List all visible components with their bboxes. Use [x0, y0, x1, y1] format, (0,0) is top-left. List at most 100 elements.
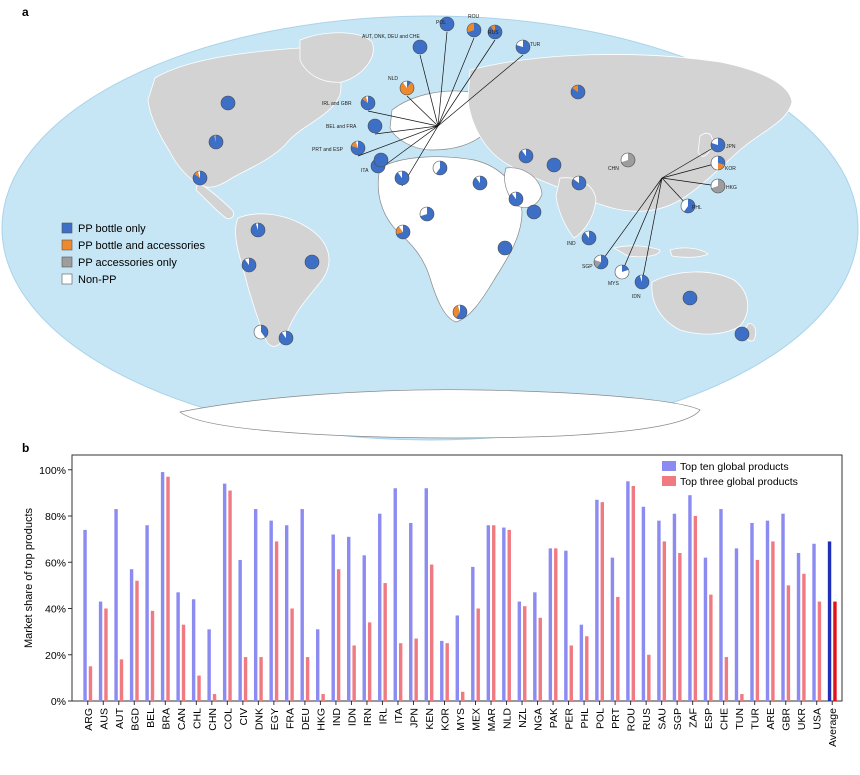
pie-bra — [304, 254, 320, 270]
pie-slice — [397, 171, 402, 178]
pie-outline — [487, 24, 503, 40]
legend-swatch-pp-bottle — [61, 222, 73, 234]
callout-arrow — [437, 37, 475, 127]
callout-arrow — [419, 54, 439, 127]
pie-slice — [209, 135, 224, 150]
x-tick-label-per: PER — [564, 708, 576, 730]
pie-slice — [521, 149, 526, 156]
bar-top-ten-usa — [812, 543, 816, 701]
x-tick-label-irl: IRL — [377, 708, 389, 725]
callout-label: KOR — [725, 166, 736, 172]
x-tick-label-col: COL — [222, 708, 234, 730]
bar-top-three-kor — [445, 643, 449, 701]
bar-top-ten-bgd — [129, 569, 134, 701]
x-tick-label-tur: TUR — [750, 708, 762, 730]
bar-top-ten-irl — [378, 513, 382, 701]
pie-outline — [508, 191, 524, 207]
callout-label: IRL and GBR — [322, 101, 352, 107]
x-tick-label-pol: POL — [595, 708, 607, 729]
pie-outline — [710, 137, 726, 153]
legend-swatch-pp-accessories — [61, 256, 73, 268]
bar-top-ten-average — [827, 541, 832, 701]
pie-slice — [511, 192, 516, 199]
bar-top-ten-esp — [703, 557, 708, 701]
pie-irn — [518, 148, 534, 164]
bar-top-ten-civ — [238, 559, 242, 701]
callout-label: TUR — [530, 42, 541, 48]
pie-slice — [711, 179, 725, 194]
bar-top-ten-dnk — [253, 509, 258, 701]
pie-slice — [596, 255, 608, 270]
bar-top-three-ken — [429, 564, 434, 701]
pie-slice — [193, 171, 207, 185]
pie-outline — [253, 324, 269, 340]
pie-outline — [208, 134, 224, 150]
pie-outline — [439, 16, 455, 32]
x-tick-label-rou: ROU — [626, 708, 638, 731]
callout-label: PRT and ESP — [312, 147, 344, 153]
legend-swatch-non-pp — [61, 273, 73, 285]
pie-outline — [241, 257, 257, 273]
x-tick-label-chl: CHL — [191, 708, 203, 729]
callout-arrow — [600, 177, 663, 263]
bar-top-ten-idn — [347, 536, 351, 701]
x-tick-label-prt: PRT — [610, 707, 622, 728]
pie-slice — [374, 153, 388, 167]
pie-mys — [614, 264, 630, 280]
x-tick-label-arg: ARG — [83, 708, 95, 731]
pie-slice — [395, 226, 403, 235]
bar-top-ten-rou — [626, 481, 630, 701]
x-tick-label-jpn: JPN — [408, 708, 420, 728]
bar-top-three-tun — [740, 694, 744, 701]
pie-slice — [473, 176, 488, 191]
pie-aut-dnk-deu-and-che — [412, 39, 428, 55]
pie-slice — [351, 141, 358, 148]
pie-outline — [571, 175, 587, 191]
callout-label: PHL — [692, 205, 702, 211]
pie-slice — [402, 81, 407, 88]
callout-arrow — [621, 177, 663, 273]
pie-tun — [432, 160, 448, 176]
map-legend: PP bottle only PP bottle and accessories… — [61, 222, 205, 286]
y-axis: 0% 20% 40% 60% 80% 100% — [39, 465, 72, 708]
pie-slice — [440, 17, 454, 31]
pie-outline — [734, 326, 750, 342]
pie-slice — [490, 25, 495, 32]
pie-slice — [584, 231, 589, 238]
bar-top-three-sau — [662, 541, 667, 701]
legend-label-pp-bottle-accessories: PP bottle and accessories — [78, 240, 205, 252]
bar-top-ten-ken — [424, 488, 428, 701]
bar-top-three-idn — [352, 645, 356, 701]
pie-slice — [420, 207, 434, 221]
callout-label: POL — [436, 20, 446, 26]
callout-arrow — [374, 125, 439, 135]
pie-slice — [398, 225, 403, 232]
x-tick-label-pak: PAK — [548, 708, 560, 728]
pie-civ — [395, 224, 411, 240]
pie-slice — [718, 156, 725, 166]
pie-slice — [435, 161, 448, 176]
pie-nzl — [734, 326, 750, 342]
bar-top-ten-tun — [734, 548, 739, 701]
bar-chart: 0% 20% 40% 60% 80% 100% ARG AUS AUT BGD BEL BRA CAN… — [23, 454, 843, 747]
pie-slice — [355, 141, 358, 148]
pie-zaf — [452, 304, 468, 320]
x-tick-label-phl: PHL — [579, 708, 591, 729]
callout-label: AUT, DNK, DEU and CHE — [362, 34, 420, 40]
bar-top-ten-che — [719, 509, 723, 701]
pie-outline — [570, 84, 586, 100]
legend-swatch-top-ten — [662, 461, 676, 471]
bar-top-three-ind — [336, 569, 341, 701]
pie-slice — [547, 158, 561, 172]
x-tick-label-ukr: UKR — [796, 708, 808, 731]
x-tick-label-mex: MEX — [471, 708, 483, 731]
x-tick-label-bel: BEL — [145, 708, 157, 728]
pie-outline — [250, 222, 266, 238]
bar-top-three-rou — [631, 485, 636, 701]
bar-top-ten-bel — [145, 525, 149, 701]
pie-outline — [620, 152, 636, 168]
callout-arrow — [661, 162, 719, 179]
bar-top-three-zaf — [693, 516, 698, 701]
pie-slice — [615, 265, 630, 280]
